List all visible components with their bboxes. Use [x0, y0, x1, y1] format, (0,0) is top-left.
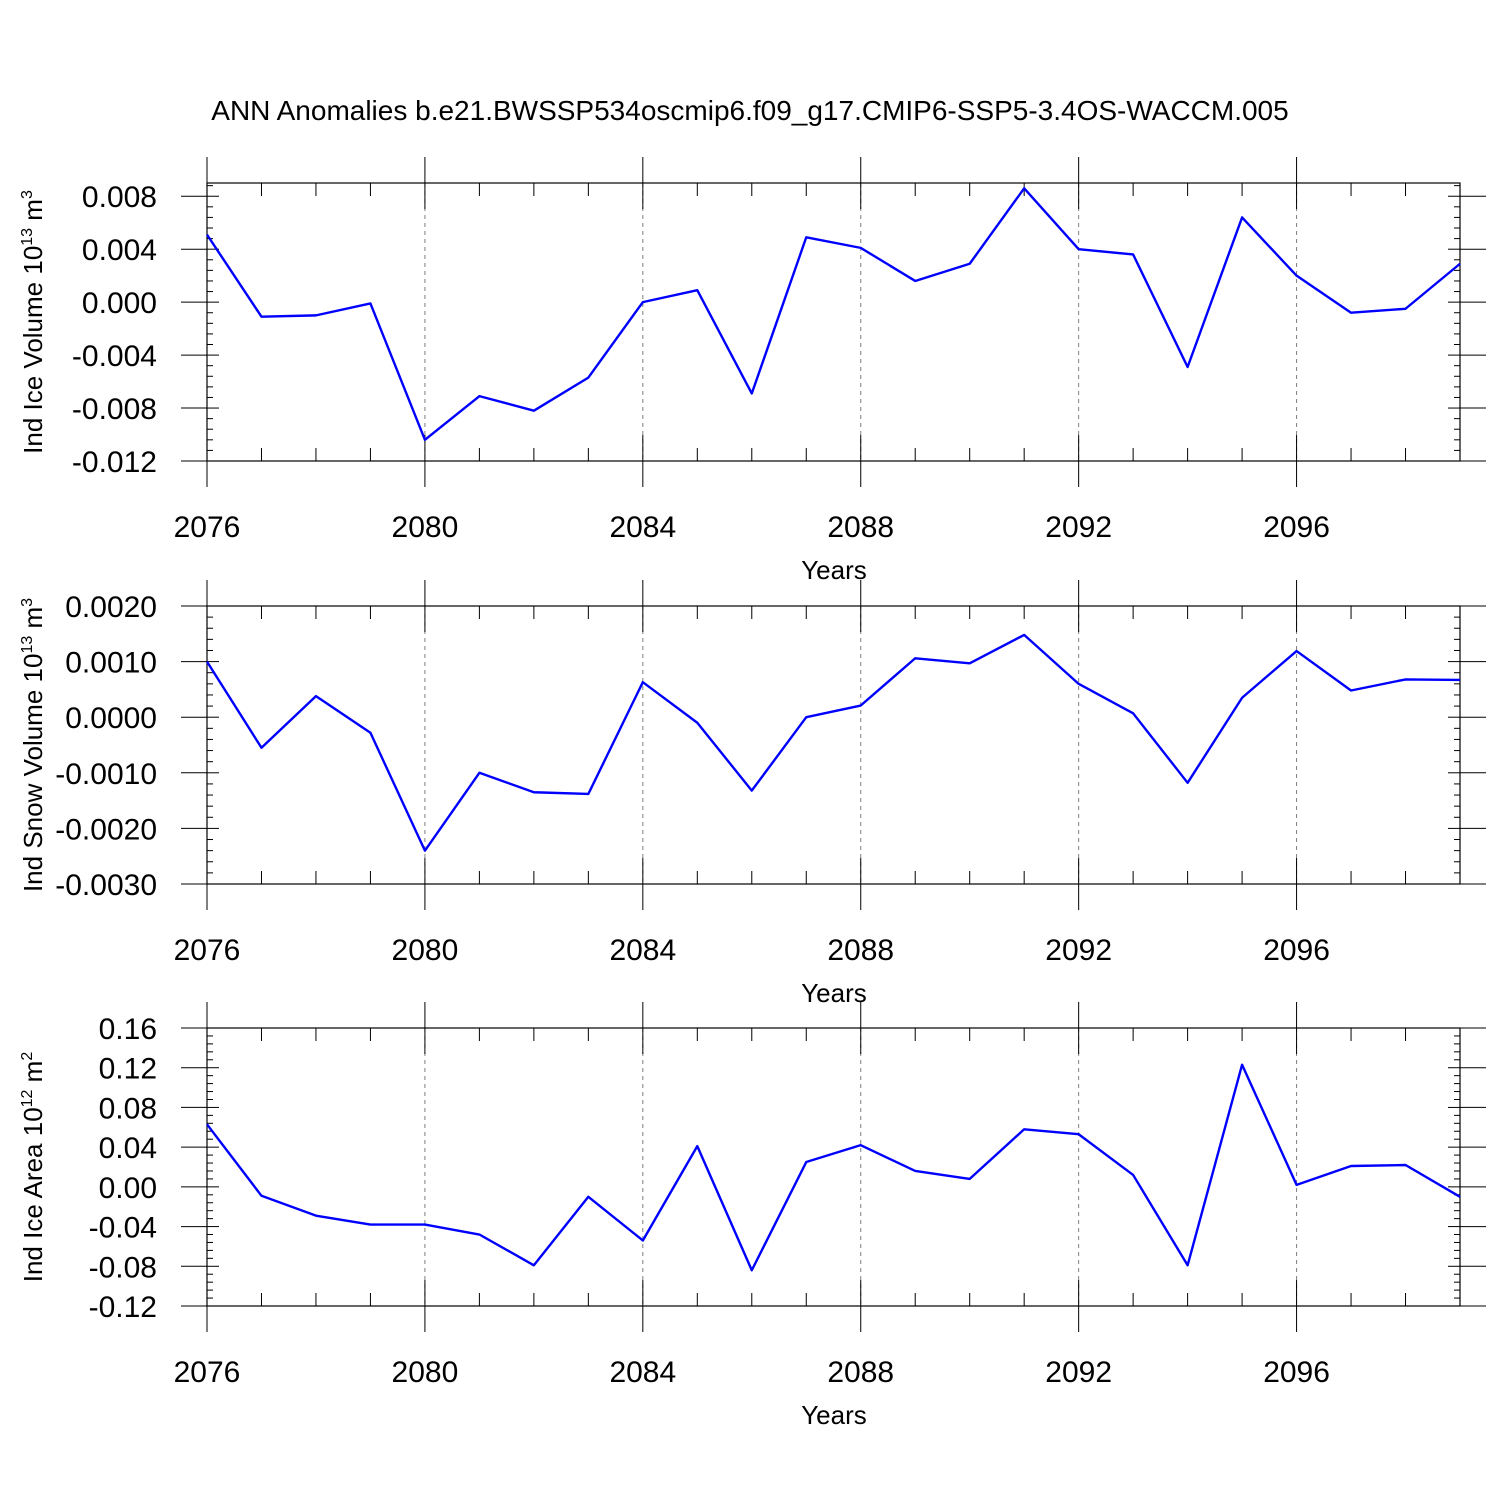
x-tick-label: 2076	[174, 1356, 241, 1389]
x-tick-label: 2088	[827, 511, 894, 544]
x-tick-label: 2076	[174, 934, 241, 967]
x-tick-label: 2092	[1045, 934, 1112, 967]
series-line	[206, 187, 1461, 442]
y-tick-label: -0.04	[89, 1212, 157, 1245]
y-tick-label: 0.04	[99, 1132, 157, 1165]
x-tick-label: 2076	[174, 511, 241, 544]
y-axis-label: Ind Snow Volume 1013 m3	[18, 598, 48, 892]
y-tick-label: 0.004	[82, 234, 157, 267]
y-tick-label: 0.0000	[65, 702, 157, 735]
y-tick-label: 0.12	[99, 1053, 157, 1086]
y-tick-label: -0.0020	[55, 813, 157, 846]
chart-panel-ice-area: 0.16 0.12 0.08 0.04 0.00 -0.04 -0.08 -0.12 2076 2…	[18, 1002, 1486, 1430]
y-tick-label: -0.08	[89, 1251, 157, 1284]
y-tick-label: 0.16	[99, 1013, 157, 1046]
y-axis-label-main: Ind Ice Volume 10	[18, 246, 48, 454]
y-axis-label-main: Ind Ice Area 10	[18, 1107, 48, 1282]
chart-panel-ice-volume: 0.008 0.004 0.000 -0.004 -0.008 -0.012 2076 208…	[18, 157, 1486, 585]
y-axis-label-unit: m	[18, 199, 48, 228]
y-tick-label: 0.08	[99, 1092, 157, 1125]
y-axis-label: Ind Ice Area 1012 m2	[18, 1052, 48, 1283]
x-tick-label: 2096	[1263, 934, 1330, 967]
y-axis-label-unit-exponent: 2	[19, 1052, 36, 1061]
x-axis-label: Years	[801, 555, 867, 585]
y-tick-label: -0.008	[72, 393, 157, 426]
chart-title: ANN Anomalies b.e21.BWSSP534oscmip6.f09_…	[211, 95, 1288, 126]
x-axis-label: Years	[801, 978, 867, 1008]
y-tick-label: 0.0010	[65, 647, 157, 680]
plot-frame	[206, 605, 1461, 885]
y-tick-label: -0.0030	[55, 869, 157, 902]
y-axis-label-unit: m	[18, 607, 48, 636]
y-tick-label: -0.004	[72, 340, 157, 373]
y-tick-label: 0.000	[82, 287, 157, 320]
y-tick-label: -0.12	[89, 1291, 157, 1324]
x-tick-label: 2088	[827, 1356, 894, 1389]
x-tick-label: 2080	[392, 934, 459, 967]
x-tick-label: 2096	[1263, 511, 1330, 544]
panels-group: 0.008 0.004 0.000 -0.004 -0.008 -0.012 2076 208…	[18, 157, 1486, 1430]
x-tick-label: 2088	[827, 934, 894, 967]
y-tick-label: -0.0010	[55, 758, 157, 791]
x-tick-label: 2084	[609, 934, 676, 967]
y-tick-label: 0.0020	[65, 591, 157, 624]
y-tick-label: 0.00	[99, 1172, 157, 1205]
x-tick-label: 2080	[392, 1356, 459, 1389]
plot-frame	[206, 182, 1461, 462]
x-tick-label: 2092	[1045, 1356, 1112, 1389]
x-tick-label: 2092	[1045, 511, 1112, 544]
y-axis-label-main: Ind Snow Volume 10	[18, 654, 48, 893]
y-axis-label-exponent: 13	[19, 228, 36, 246]
y-axis-label-unit: m	[18, 1061, 48, 1090]
plot-frame	[206, 1027, 1461, 1307]
series-line	[205, 633, 1461, 852]
x-tick-label: 2080	[392, 511, 459, 544]
y-axis-label-unit-exponent: 3	[19, 190, 36, 199]
y-axis-label-exponent: 13	[19, 636, 36, 654]
chart-panel-snow-volume: 0.0020 0.0010 0.0000 -0.0010 -0.0020 -0.0030 2…	[18, 580, 1486, 1008]
series-line	[206, 1063, 1461, 1272]
x-tick-label: 2084	[609, 511, 676, 544]
y-tick-label: -0.012	[72, 446, 157, 479]
x-axis-label: Years	[801, 1400, 867, 1430]
y-axis-label: Ind Ice Volume 1013 m3	[18, 190, 48, 454]
y-axis-label-exponent: 12	[19, 1089, 36, 1107]
y-tick-label: 0.008	[82, 181, 157, 214]
x-tick-label: 2084	[609, 1356, 676, 1389]
y-axis-label-unit-exponent: 3	[19, 598, 36, 607]
x-tick-label: 2096	[1263, 1356, 1330, 1389]
